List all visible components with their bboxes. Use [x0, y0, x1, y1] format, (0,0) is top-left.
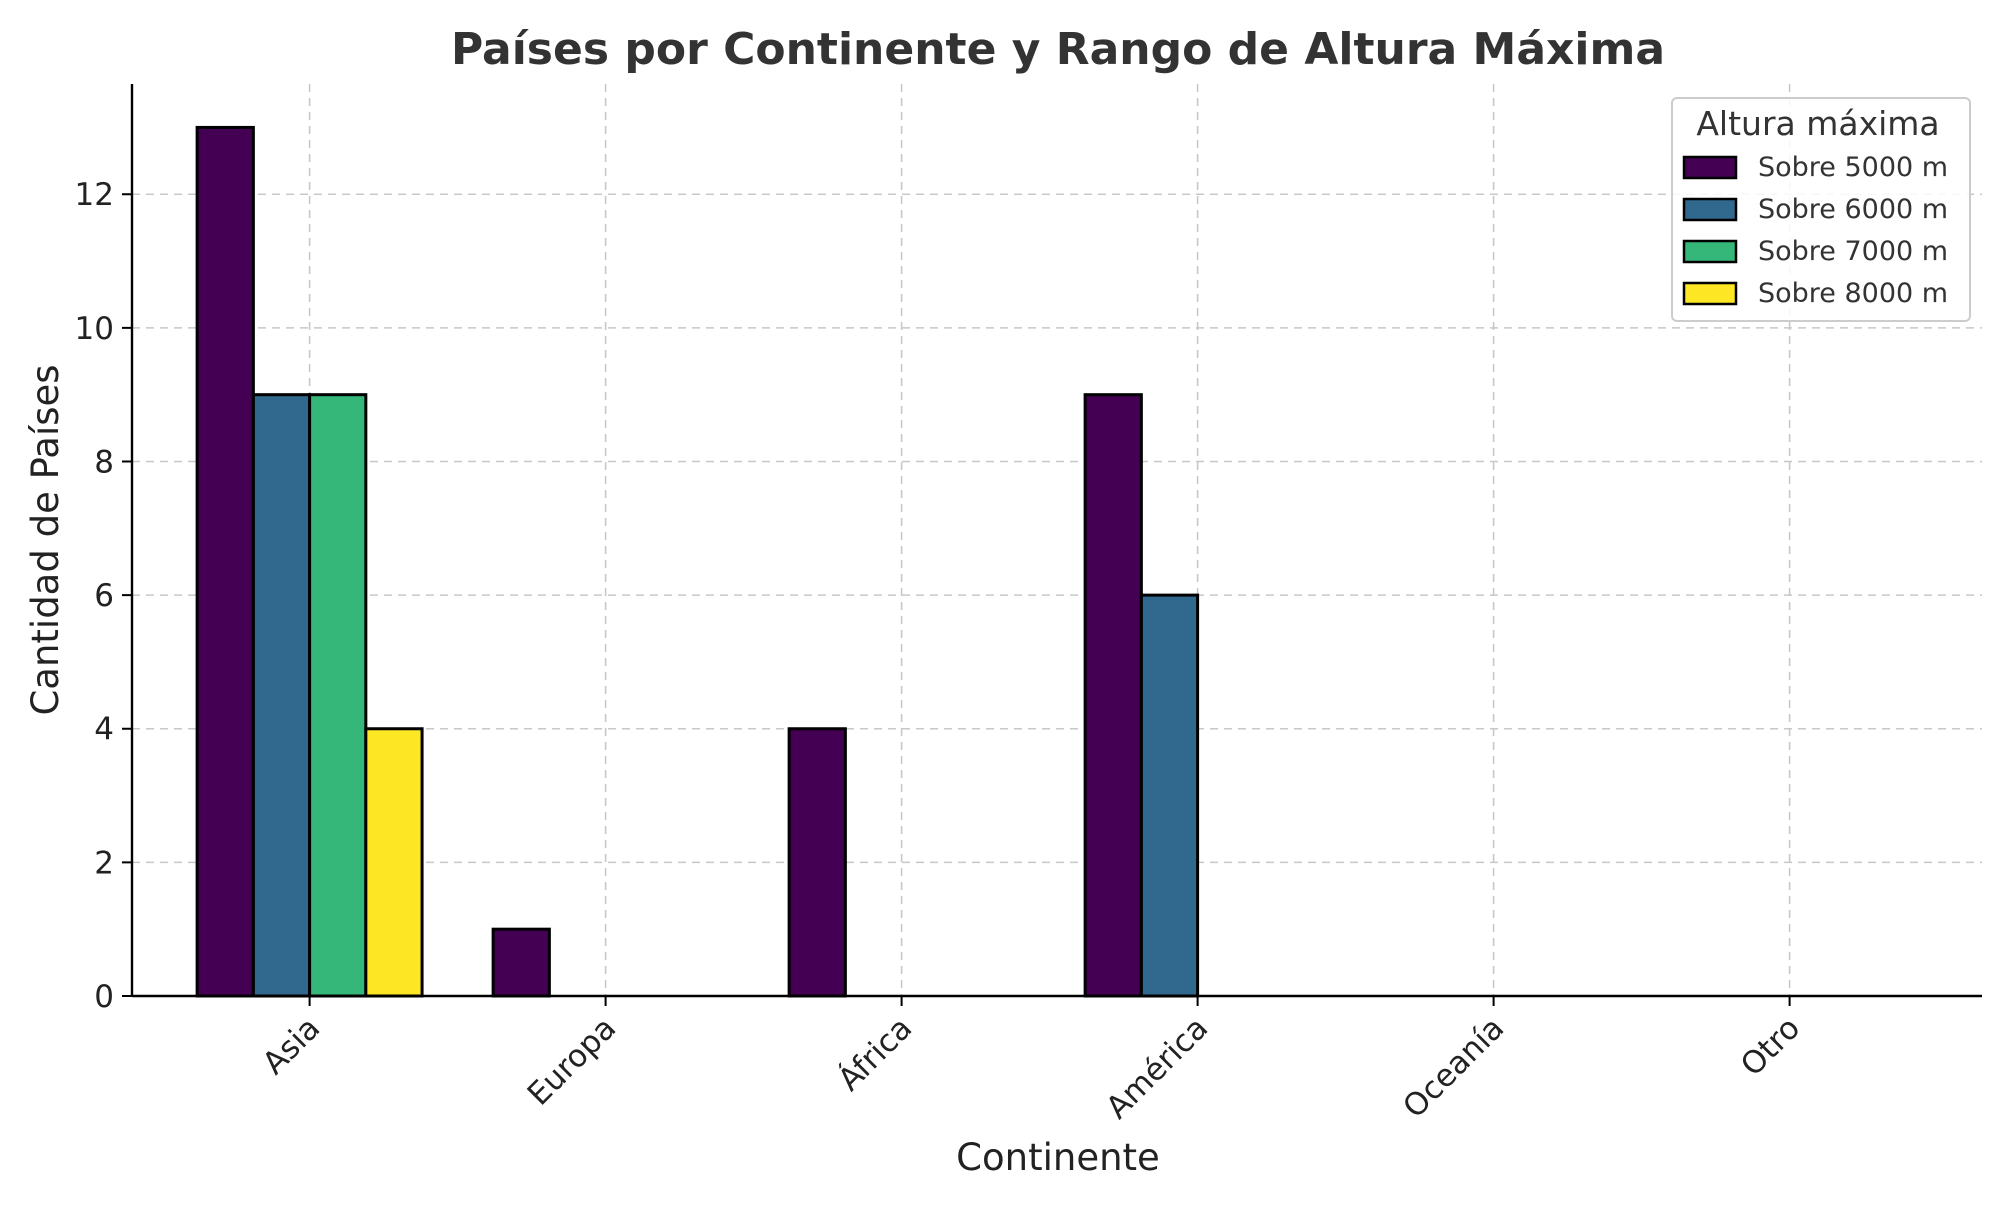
bar-asia-series-2	[251, 393, 312, 998]
bar-américa-series-1	[1083, 393, 1143, 998]
legend-box	[1671, 97, 1971, 322]
bar-áfrica-series-1	[787, 727, 847, 998]
x-tick-label: Otro	[1734, 1010, 1807, 1083]
legend-swatch	[1682, 281, 1738, 306]
y-tick-label: 12	[75, 177, 114, 213]
x-tick-label: África	[831, 1010, 919, 1098]
bar-asia-series-3	[308, 393, 368, 998]
legend-title: Altura máxima	[1696, 104, 1939, 143]
legend-label: Sobre 7000 m	[1758, 236, 1948, 267]
bar-europa-series-1	[491, 927, 551, 998]
y-tick-label: 10	[75, 311, 114, 347]
y-axis-label: Cantidad de Países	[24, 364, 67, 715]
y-tick-label: 6	[94, 578, 114, 614]
bar-asia-series-4	[364, 727, 424, 998]
bar-asia-series-1	[195, 125, 255, 998]
axes	[130, 84, 1982, 998]
grid	[132, 84, 1982, 997]
y-tick-label: 4	[94, 712, 114, 748]
y-ticks: 0 2 4 6 8 10 12	[75, 177, 132, 1015]
bar-américa-series-2	[1139, 593, 1200, 998]
x-tick-label: Asia	[256, 1010, 327, 1081]
legend-swatch	[1682, 155, 1738, 180]
legend-swatch	[1682, 239, 1738, 264]
y-tick-label: 2	[94, 845, 114, 881]
bars	[195, 125, 1200, 998]
legend-label: Sobre 5000 m	[1758, 152, 1948, 183]
x-axis-label: Continente	[956, 1136, 1160, 1179]
y-tick-label: 0	[94, 979, 114, 1015]
x-ticks: Asia Europa África América Oceanía Otro	[256, 996, 1807, 1126]
x-tick-label: Europa	[521, 1010, 623, 1112]
legend-label: Sobre 8000 m	[1758, 278, 1948, 309]
legend-swatch	[1682, 197, 1738, 222]
chart-title: Países por Continente y Rango de Altura …	[451, 24, 1665, 75]
y-tick-label: 8	[94, 444, 114, 480]
legend-label: Sobre 6000 m	[1758, 194, 1948, 225]
x-tick-label: América	[1099, 1010, 1215, 1126]
legend-items: Sobre 5000 m Sobre 6000 m Sobre 7000 m Sobr…	[1682, 152, 1948, 309]
x-tick-label: Oceanía	[1396, 1010, 1511, 1125]
